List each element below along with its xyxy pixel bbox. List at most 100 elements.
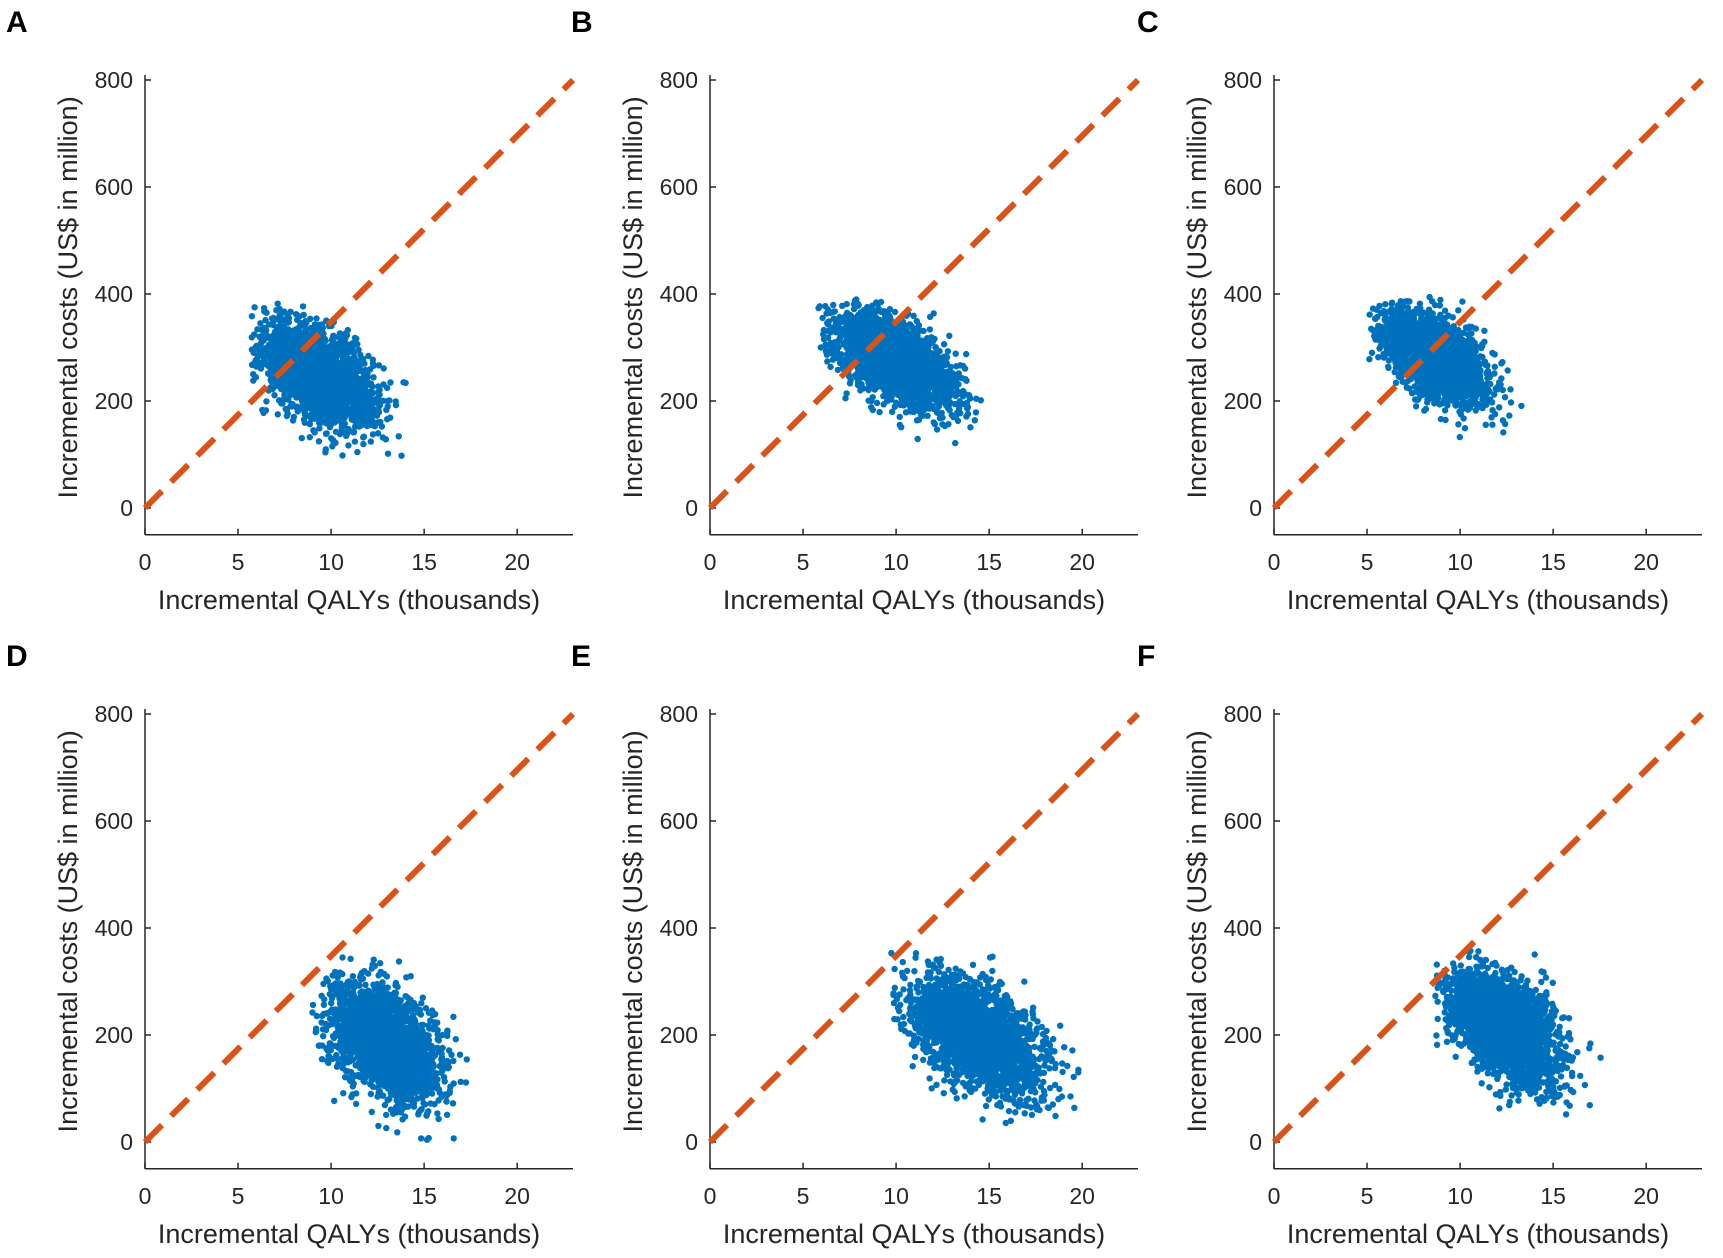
scatter-point bbox=[894, 362, 901, 369]
y-tick-label: 400 bbox=[660, 281, 698, 307]
scatter-point bbox=[251, 304, 258, 311]
scatter-point bbox=[874, 361, 882, 369]
scatter-point bbox=[357, 422, 364, 429]
scatter-point bbox=[880, 308, 888, 315]
scatter-point bbox=[262, 407, 270, 414]
scatter-point bbox=[383, 384, 391, 392]
scatter-point bbox=[913, 318, 920, 325]
scatter-point bbox=[924, 355, 931, 362]
scatter-point bbox=[899, 383, 906, 390]
scatter-point bbox=[316, 425, 323, 432]
scatter-point bbox=[824, 306, 832, 313]
scatter-point bbox=[825, 318, 832, 325]
scatter-point bbox=[824, 327, 832, 335]
scatter-point bbox=[865, 379, 872, 386]
x-tick-label: 0 bbox=[704, 549, 717, 575]
scatter-point bbox=[924, 412, 931, 419]
scatter-point bbox=[1506, 412, 1513, 419]
scatter-point bbox=[340, 337, 347, 345]
scatter-point bbox=[339, 452, 346, 459]
scatter-point bbox=[327, 342, 334, 350]
scatter-point bbox=[355, 346, 362, 354]
scatter-point bbox=[947, 389, 955, 396]
scatter-point bbox=[887, 368, 894, 376]
scatter-point bbox=[322, 446, 329, 453]
scatter-point bbox=[311, 324, 318, 331]
scatter-point bbox=[328, 435, 335, 442]
panel-letter: C bbox=[1137, 6, 1159, 39]
scatter-point bbox=[866, 310, 874, 317]
scatter-point bbox=[337, 394, 345, 402]
scatter-point bbox=[360, 434, 367, 441]
scatter-point bbox=[323, 412, 330, 420]
y-axis-title: Incremental costs (US$ in million) bbox=[53, 96, 83, 498]
scatter-point bbox=[354, 390, 361, 397]
scatter-point bbox=[248, 313, 256, 320]
scatter-point bbox=[264, 347, 271, 354]
scatter-point bbox=[889, 408, 896, 415]
scatter-point bbox=[387, 379, 394, 386]
scatter-point bbox=[952, 439, 959, 447]
scatter-point bbox=[895, 389, 903, 397]
scatter-point bbox=[943, 354, 951, 361]
scatter-point bbox=[933, 373, 940, 380]
scatter-point bbox=[930, 419, 937, 426]
scatter-point bbox=[942, 401, 950, 409]
scatter-point bbox=[926, 313, 934, 321]
scatter-point bbox=[888, 333, 896, 340]
scatter-point bbox=[854, 371, 861, 378]
scatter-point bbox=[346, 356, 353, 364]
scatter-point bbox=[889, 391, 896, 398]
scatter-point bbox=[300, 311, 307, 319]
scatter-point bbox=[319, 404, 326, 411]
scatter-point bbox=[307, 380, 315, 387]
x-tick-label: 15 bbox=[411, 549, 437, 575]
scatter-point bbox=[941, 422, 949, 430]
scatter-point bbox=[866, 322, 873, 329]
scatter-point bbox=[365, 418, 372, 426]
scatter-point bbox=[278, 400, 285, 407]
scatter-point bbox=[257, 320, 264, 327]
scatter-point bbox=[940, 341, 948, 348]
scatter-point bbox=[254, 326, 261, 333]
scatter-point bbox=[827, 363, 834, 371]
x-tick-label: 0 bbox=[139, 549, 152, 575]
x-tick-label: 20 bbox=[1069, 549, 1095, 575]
scatter-point bbox=[820, 336, 828, 343]
scatter-point bbox=[1504, 367, 1511, 374]
scatter-point bbox=[267, 384, 274, 391]
scatter-point bbox=[259, 352, 266, 359]
scatter-point bbox=[918, 406, 925, 413]
x-tick-label: 20 bbox=[1633, 549, 1659, 575]
scatter-point bbox=[850, 351, 858, 358]
x-tick-label: 5 bbox=[232, 549, 245, 575]
scatter-point bbox=[328, 398, 335, 405]
scatter-point bbox=[258, 326, 266, 333]
scatter-point bbox=[307, 315, 314, 322]
scatter-point bbox=[360, 355, 367, 363]
scatter-point bbox=[340, 422, 347, 429]
scatter-point bbox=[392, 398, 399, 405]
scatter-point bbox=[344, 341, 351, 348]
scatter-point bbox=[271, 392, 278, 399]
scatter-point bbox=[964, 405, 971, 412]
scatter-point bbox=[891, 327, 898, 334]
scatter-point bbox=[274, 332, 282, 339]
scatter-point bbox=[398, 452, 405, 459]
scatter-point bbox=[971, 417, 978, 424]
scatter-point bbox=[315, 438, 323, 445]
scatter-point bbox=[831, 308, 838, 315]
scatter-point bbox=[314, 367, 322, 375]
scatter-point bbox=[860, 316, 867, 324]
scatter-point bbox=[269, 362, 276, 370]
scatter-point bbox=[336, 430, 344, 438]
scatter-point bbox=[284, 319, 292, 326]
scatter-point bbox=[833, 322, 840, 329]
scatter-point bbox=[865, 368, 872, 375]
scatter-point bbox=[917, 341, 924, 349]
scatter-point bbox=[973, 395, 980, 402]
scatter-point bbox=[263, 398, 270, 405]
